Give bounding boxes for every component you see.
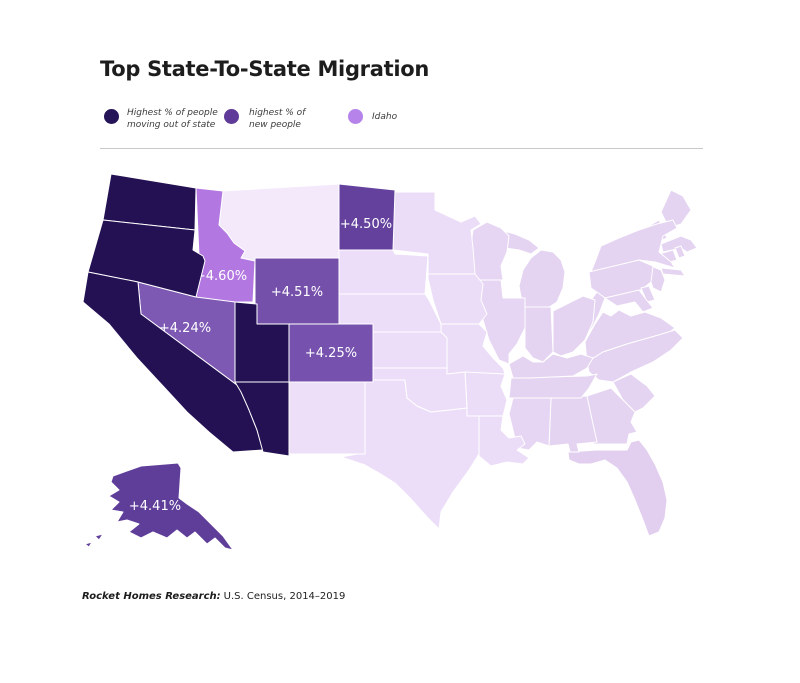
legend-label-idaho: Idaho — [372, 112, 397, 124]
state-ok — [370, 367, 468, 413]
state-mn — [392, 191, 482, 275]
legend-swatch-new-people — [224, 109, 239, 124]
state-al — [548, 395, 598, 453]
legend-label-line: new people — [249, 119, 301, 130]
state-value-ak: +4.41% — [129, 499, 181, 514]
state-il — [472, 279, 526, 365]
state-ma — [660, 235, 698, 253]
state-nd — [338, 183, 396, 251]
state-tn — [508, 373, 598, 399]
legend-divider — [100, 148, 703, 149]
legend-label-line: Idaho — [372, 112, 398, 122]
state-value-nv: +4.24% — [159, 321, 211, 336]
state-ak — [94, 533, 104, 541]
source-note: Rocket Homes Research: U.S. Census, 2014–… — [82, 591, 345, 602]
state-value-co: +4.25% — [305, 346, 357, 361]
state-fl — [567, 439, 668, 537]
legend-label-new-people: highest % of new people — [249, 108, 305, 131]
legend-label-line: moving out of state — [127, 119, 216, 130]
state-value-nd: +4.50% — [340, 217, 392, 232]
state-la — [478, 415, 530, 467]
source-text: U.S. Census, 2014–2019 — [223, 591, 346, 602]
state-ia — [427, 273, 488, 325]
legend-label-line: highest % of — [249, 108, 306, 118]
state-ny — [660, 267, 686, 277]
state-ks — [370, 331, 448, 369]
legend-swatch-moving-out — [104, 109, 119, 124]
state-value-id: +4.60% — [195, 269, 247, 284]
state-nc — [586, 329, 684, 383]
state-ak — [84, 541, 93, 548]
state-pa — [588, 259, 654, 299]
state-ky — [508, 353, 594, 379]
us-map-svg: +4.60% +4.24% +4.51% +4.25% +4.50% +4.41% — [83, 173, 698, 551]
legend-label-moving-out: Highest % of people moving out of state — [127, 108, 218, 131]
state-mi — [518, 249, 566, 308]
state-oh — [552, 295, 596, 357]
source-label: Rocket Homes Research: — [82, 591, 221, 602]
state-md — [604, 289, 654, 313]
state-ar — [464, 371, 508, 417]
state-ri — [674, 245, 686, 259]
us-migration-map: +4.60% +4.24% +4.51% +4.25% +4.50% +4.41% — [83, 166, 728, 584]
state-value-wy: +4.51% — [271, 285, 323, 300]
state-nm — [288, 381, 366, 455]
legend-label-line: Highest % of people — [127, 108, 218, 118]
legend-swatch-idaho — [348, 109, 363, 124]
state-ca — [83, 271, 264, 453]
page-title: Top State-To-State Migration — [100, 57, 430, 81]
state-sd — [338, 249, 429, 295]
state-ak — [108, 462, 234, 551]
state-az — [234, 381, 290, 457]
state-ny — [590, 219, 678, 273]
state-in — [524, 299, 554, 363]
